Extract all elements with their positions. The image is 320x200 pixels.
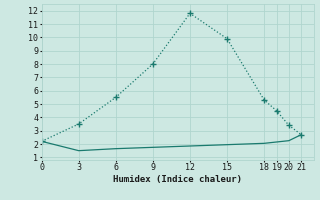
X-axis label: Humidex (Indice chaleur): Humidex (Indice chaleur) bbox=[113, 175, 242, 184]
